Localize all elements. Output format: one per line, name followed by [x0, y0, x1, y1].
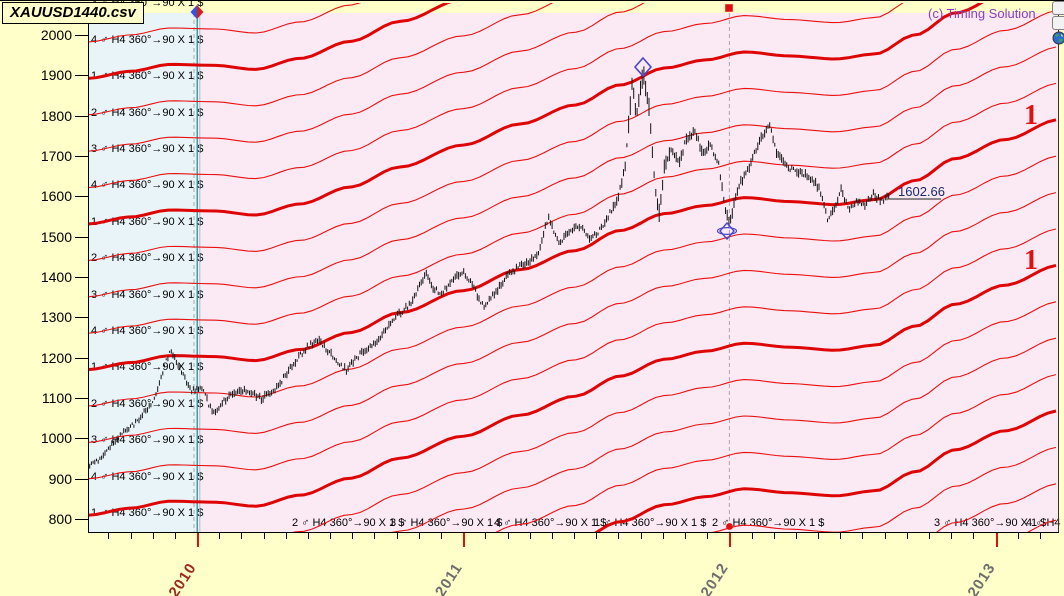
top-diamond-marker-blue-half[interactable] [190, 5, 198, 19]
mars-line-3 [88, 3, 108, 7]
mars-line-1 [88, 263, 1057, 517]
mars-line-1 [88, 3, 452, 80]
top-square-marker[interactable] [725, 4, 733, 12]
plot-right-border [1058, 13, 1059, 532]
mars-line-3 [88, 3, 645, 152]
mars-line-4 [88, 3, 362, 43]
mars-line-1 [88, 3, 984, 226]
mars-line-4 [495, 374, 1057, 532]
mars-line-3 [391, 337, 1057, 532]
peak-diamond-marker[interactable] [633, 56, 653, 78]
bottom-dot-marker[interactable] [726, 523, 733, 530]
mars-line-2 [292, 301, 1057, 532]
mars-line-4 [88, 228, 1057, 480]
mars-line-2 [712, 446, 1057, 532]
mars-line-3 [936, 483, 1057, 532]
mars-line-4 [88, 3, 904, 189]
plot-left-border [88, 13, 89, 532]
window-top-border [0, 0, 1064, 1]
mars-line-3 [88, 192, 1057, 443]
mars-line-3 [88, 46, 1057, 298]
mars-line-2 [88, 155, 1057, 407]
top-diamond-marker-red-half[interactable] [197, 5, 204, 19]
mars-line-1 [88, 118, 1057, 372]
history-region-background [88, 13, 197, 532]
event-markers [190, 4, 738, 530]
mars-line-2 [88, 3, 554, 116]
x-axis-line [88, 532, 1059, 533]
low-ellipse-marker [716, 227, 738, 236]
mars-line-2 [88, 10, 1057, 261]
projection-region-background [197, 13, 1059, 532]
mars-price-lines [88, 3, 1057, 532]
mars-line-4 [88, 82, 1057, 334]
gold-price-bars [88, 66, 890, 469]
chart-title-box[interactable]: XAUUSD1440.csv [2, 2, 144, 24]
mars-line-1 [594, 409, 1057, 532]
